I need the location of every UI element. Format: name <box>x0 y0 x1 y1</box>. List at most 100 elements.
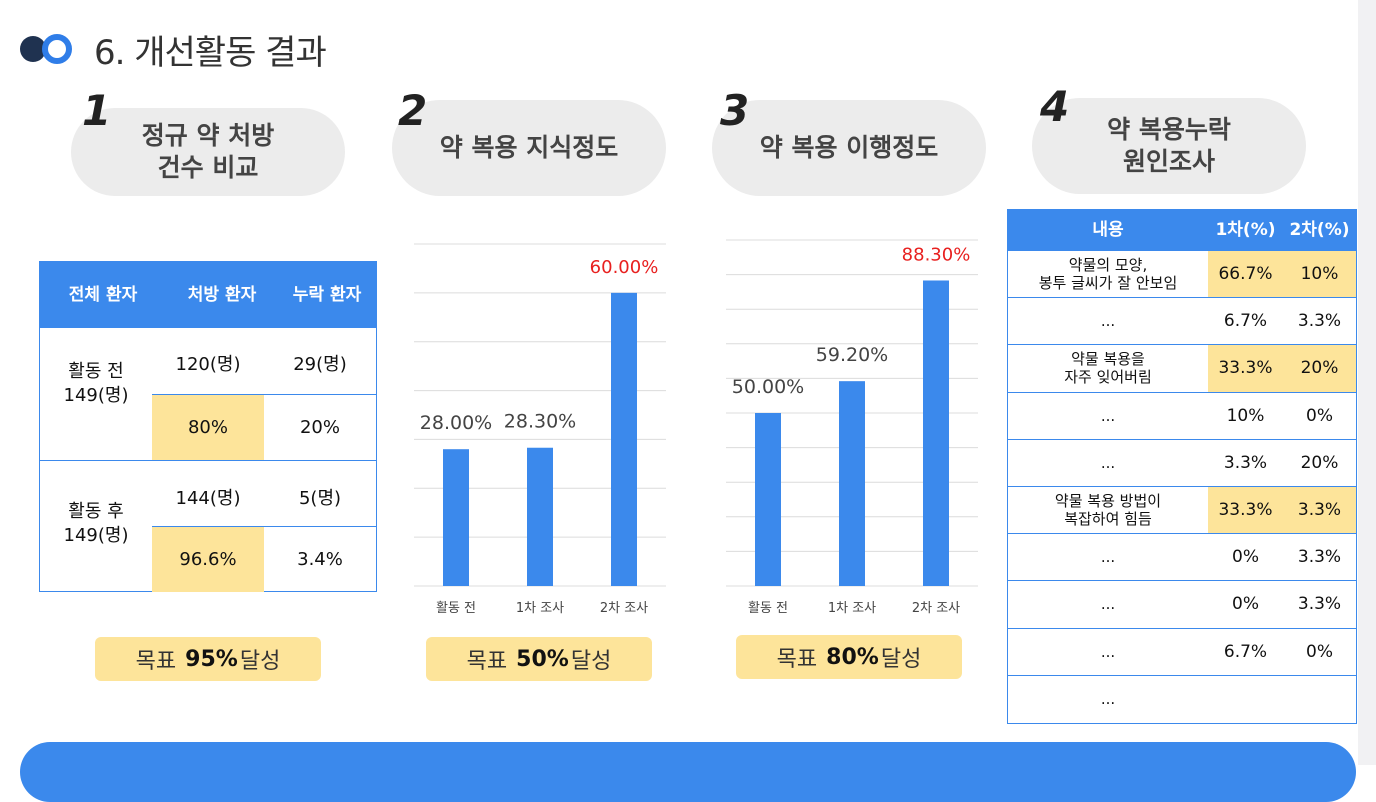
data-label: 28.00% <box>420 412 492 434</box>
bar <box>611 292 637 586</box>
bar <box>923 280 949 586</box>
table-row: 약물 복용 방법이 복잡하여 힘듬 33.3% 3.3% <box>1008 487 1356 535</box>
table-row: ... 6.7% 0% <box>1008 629 1356 676</box>
first-pct-cell: 0% <box>1232 547 1259 568</box>
table-header: 내용 1차(%) 2차(%) <box>1008 210 1356 251</box>
data-label: 50.00% <box>732 376 804 398</box>
first-pct-cell: 66.7% <box>1208 251 1283 298</box>
header-first: 1차(%) <box>1215 220 1276 240</box>
section-number-1: 1 <box>82 86 112 135</box>
goal-post: 달성 <box>570 649 612 674</box>
row-after-label: 활동 후 149(명) <box>63 501 129 546</box>
section-number-3: 3 <box>720 86 750 135</box>
goal-pre: 목표 <box>466 649 508 674</box>
table-header: 전체 환자 처방 환자 누락 환자 <box>40 262 376 328</box>
cause-cell: 약물 복용을 자주 잊어버림 <box>1064 350 1152 387</box>
omission-cause-table: 내용 1차(%) 2차(%) 약물의 모양, 봉투 글씨가 잘 안보임 66.7%… <box>1007 209 1357 724</box>
prescription-comparison-table: 전체 환자 처방 환자 누락 환자 활동 전 149(명) 120(명) 29(… <box>39 261 377 592</box>
x-tick-label: 활동 전 <box>748 601 788 616</box>
section-label-2: 약 복용 지식정도 <box>439 132 619 162</box>
second-pct-cell: 0% <box>1306 641 1333 662</box>
row-after-rx-count: 144(명) <box>175 488 241 509</box>
table-row: ... 0% 3.3% <box>1008 581 1356 629</box>
right-edge-strip <box>1358 0 1376 765</box>
second-pct-cell: 3.3% <box>1297 311 1342 332</box>
second-pct-cell: 3.3% <box>1283 487 1356 534</box>
goal-post: 달성 <box>239 649 281 674</box>
header-second: 2차(%) <box>1289 220 1350 240</box>
first-pct-cell: 33.3% <box>1208 345 1283 392</box>
table-row: ... 10% 0% <box>1008 393 1356 440</box>
x-tick-label: 1차 조사 <box>516 601 564 616</box>
section-number-4: 4 <box>1040 82 1070 131</box>
second-pct-cell: 0% <box>1306 405 1333 426</box>
second-pct-cell: 3.3% <box>1297 594 1342 615</box>
section-pill-1: 정규 약 처방 건수 비교 <box>71 108 345 196</box>
data-label: 60.00% <box>590 257 659 278</box>
bar <box>527 447 553 586</box>
knowledge-chart: 28.00% 활동 전 28.30% 1차 조사 60.00% 2차 조사 <box>410 240 670 630</box>
cause-cell: ... <box>1100 689 1116 708</box>
first-pct-cell: 6.7% <box>1223 311 1268 332</box>
row-before-miss-pct: 20% <box>299 417 340 438</box>
first-pct-cell: 33.3% <box>1208 487 1283 534</box>
goal-pre: 목표 <box>135 649 177 674</box>
table-row: ... 0% 3.3% <box>1008 534 1356 582</box>
row-after-rx-pct: 96.6% <box>179 549 237 570</box>
adherence-chart-svg: 50.00% 활동 전 59.20% 1차 조사 88.30% 2차 조사 <box>726 239 978 616</box>
adherence-chart: 50.00% 활동 전 59.20% 1차 조사 88.30% 2차 조사 <box>722 236 982 630</box>
x-tick-label: 2차 조사 <box>912 601 960 616</box>
row-before-miss-count: 29(명) <box>293 354 347 375</box>
header-content: 내용 <box>1092 220 1124 240</box>
data-label: 88.30% <box>902 244 971 265</box>
cause-cell: 약물의 모양, 봉투 글씨가 잘 안보임 <box>1038 256 1178 293</box>
page-title: 6. 개선활동 결과 <box>94 32 327 73</box>
knowledge-chart-svg: 28.00% 활동 전 28.30% 1차 조사 60.00% 2차 조사 <box>414 243 666 616</box>
second-pct-cell: 3.3% <box>1297 547 1342 568</box>
highlight-cell <box>152 526 264 592</box>
table-row: ... 3.3% 20% <box>1008 440 1356 487</box>
cause-cell: ... <box>1100 406 1116 425</box>
x-tick-label: 1차 조사 <box>828 601 876 616</box>
cause-cell: ... <box>1100 312 1116 331</box>
data-label: 59.20% <box>816 344 888 366</box>
row-before-rx-count: 120(명) <box>175 354 241 375</box>
table-row: 약물 복용을 자주 잊어버림 33.3% 20% <box>1008 345 1356 393</box>
section-label-4: 약 복용누락 원인조사 <box>1107 114 1231 177</box>
second-pct-cell: 10% <box>1283 251 1356 298</box>
section-label-3: 약 복용 이행정도 <box>759 132 939 162</box>
cause-cell: ... <box>1100 453 1116 472</box>
bar <box>443 449 469 586</box>
x-tick-label: 2차 조사 <box>600 601 648 616</box>
table-row: ... <box>1008 676 1356 723</box>
section-pill-2: 약 복용 지식정도 <box>392 100 666 196</box>
highlight-cell <box>152 394 264 460</box>
second-pct-cell: 20% <box>1300 452 1339 473</box>
row-before-rx-pct: 80% <box>187 417 228 438</box>
first-pct-cell: 6.7% <box>1223 641 1268 662</box>
bar <box>755 413 781 586</box>
first-pct-cell: 3.3% <box>1223 452 1268 473</box>
bottom-banner <box>20 742 1356 802</box>
first-pct-cell <box>1208 676 1283 722</box>
second-pct-cell <box>1283 676 1356 722</box>
cause-cell: ... <box>1100 548 1116 567</box>
goal-badge-1: 목표 95% 달성 <box>95 637 321 681</box>
header-miss: 누락 환자 <box>292 285 362 305</box>
goal-badge-2: 목표 50% 달성 <box>426 637 652 681</box>
cause-cell: ... <box>1100 642 1116 661</box>
table-row: 약물의 모양, 봉투 글씨가 잘 안보임 66.7% 10% <box>1008 251 1356 299</box>
goal-value: 80% <box>826 644 879 670</box>
goal-pre: 목표 <box>776 647 818 672</box>
cause-cell: ... <box>1100 595 1116 614</box>
header-total: 전체 환자 <box>68 285 138 305</box>
goal-post: 달성 <box>880 647 922 672</box>
row-before-label: 활동 전 149(명) <box>63 361 129 406</box>
table-row: ... 6.7% 3.3% <box>1008 298 1356 346</box>
first-pct-cell: 0% <box>1232 594 1259 615</box>
x-tick-label: 활동 전 <box>436 601 476 616</box>
section-pill-4: 약 복용누락 원인조사 <box>1032 98 1306 194</box>
header-rx: 처방 환자 <box>187 285 257 305</box>
section-label-1: 정규 약 처방 건수 비교 <box>141 120 275 183</box>
first-pct-cell: 10% <box>1226 405 1265 426</box>
